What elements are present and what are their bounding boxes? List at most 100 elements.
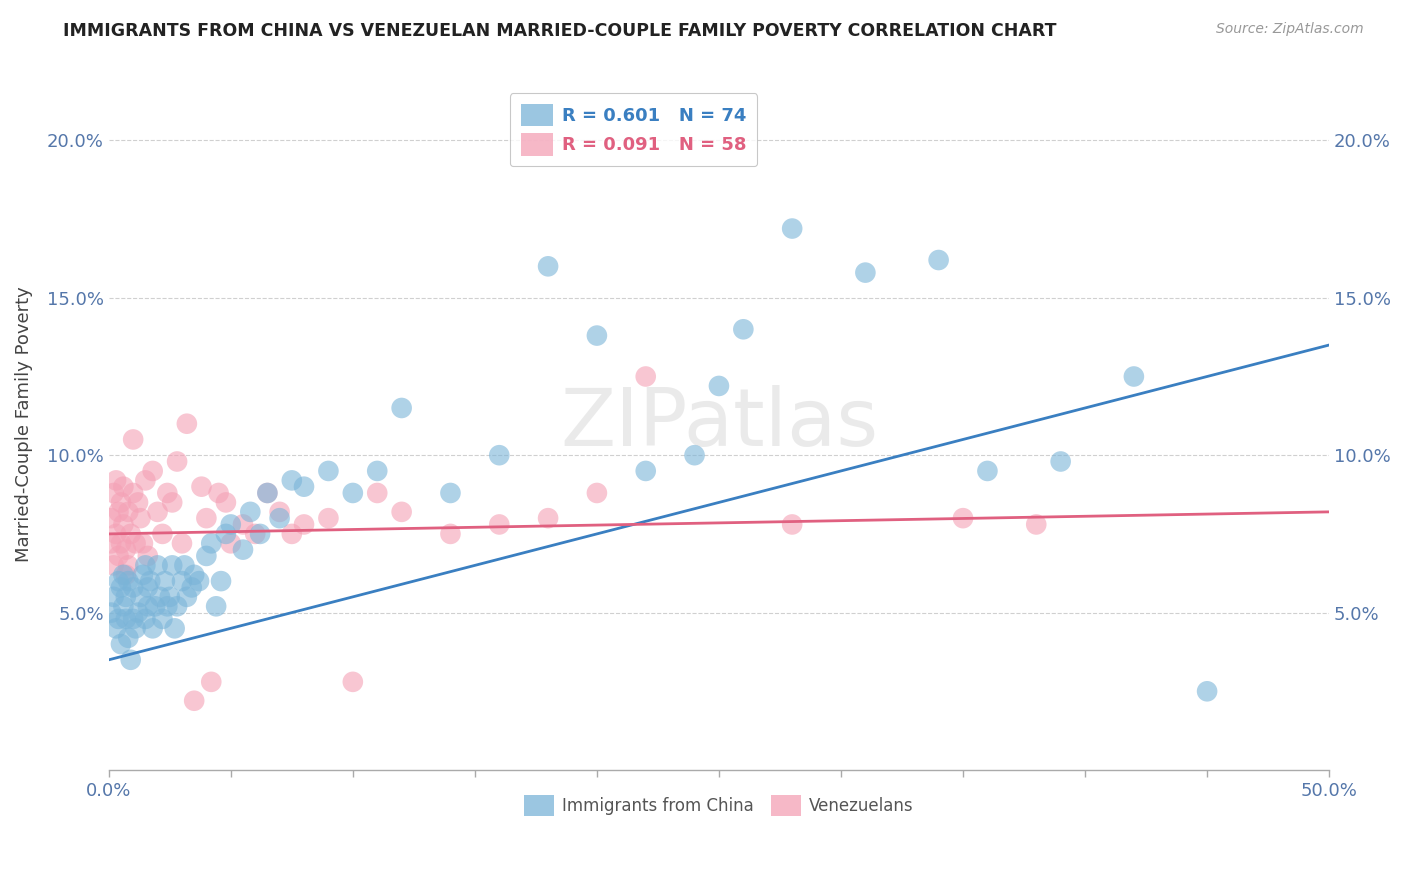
Point <box>176 417 198 431</box>
Point <box>107 612 129 626</box>
Point <box>149 590 172 604</box>
Point <box>207 486 229 500</box>
Point <box>105 527 128 541</box>
Point <box>110 536 132 550</box>
Point <box>292 480 315 494</box>
Point <box>159 590 181 604</box>
Point <box>232 542 254 557</box>
Point <box>180 581 202 595</box>
Point <box>1122 369 1144 384</box>
Point <box>114 567 136 582</box>
Point <box>219 517 242 532</box>
Point <box>318 511 340 525</box>
Point <box>122 486 145 500</box>
Text: IMMIGRANTS FROM CHINA VS VENEZUELAN MARRIED-COUPLE FAMILY POVERTY CORRELATION CH: IMMIGRANTS FROM CHINA VS VENEZUELAN MARR… <box>63 22 1057 40</box>
Point <box>586 328 609 343</box>
Point <box>114 542 136 557</box>
Point <box>134 558 156 573</box>
Point <box>143 599 166 614</box>
Point <box>166 599 188 614</box>
Point <box>537 511 560 525</box>
Point <box>245 527 267 541</box>
Point <box>124 621 146 635</box>
Point <box>634 369 657 384</box>
Point <box>190 480 212 494</box>
Point <box>239 505 262 519</box>
Point <box>127 606 149 620</box>
Point <box>209 574 232 588</box>
Point <box>110 581 132 595</box>
Point <box>107 505 129 519</box>
Point <box>124 536 146 550</box>
Point <box>122 433 145 447</box>
Point <box>683 448 706 462</box>
Point <box>733 322 755 336</box>
Point <box>100 511 122 525</box>
Point <box>269 505 291 519</box>
Text: Source: ZipAtlas.com: Source: ZipAtlas.com <box>1216 22 1364 37</box>
Point <box>142 621 165 635</box>
Point <box>292 517 315 532</box>
Point <box>256 486 278 500</box>
Point <box>488 448 510 462</box>
Point <box>269 511 291 525</box>
Point <box>142 464 165 478</box>
Point <box>318 464 340 478</box>
Point <box>342 486 364 500</box>
Point <box>488 517 510 532</box>
Point <box>952 511 974 525</box>
Point <box>105 474 128 488</box>
Point <box>112 599 135 614</box>
Point <box>439 486 461 500</box>
Point <box>134 474 156 488</box>
Point <box>780 221 803 235</box>
Point <box>281 527 304 541</box>
Point <box>232 517 254 532</box>
Point <box>100 536 122 550</box>
Point <box>928 253 950 268</box>
Point <box>153 574 176 588</box>
Point <box>107 574 129 588</box>
Text: ZIPatlas: ZIPatlas <box>560 384 877 463</box>
Point <box>122 612 145 626</box>
Point <box>183 694 205 708</box>
Point <box>366 486 388 500</box>
Point <box>114 590 136 604</box>
Point <box>136 599 159 614</box>
Point <box>117 505 139 519</box>
Point <box>127 495 149 509</box>
Point <box>112 480 135 494</box>
Point <box>391 401 413 415</box>
Point <box>139 574 162 588</box>
Point <box>586 486 609 500</box>
Point <box>391 505 413 519</box>
Point <box>976 464 998 478</box>
Point <box>205 599 228 614</box>
Point <box>160 558 183 573</box>
Point <box>780 517 803 532</box>
Point <box>136 549 159 563</box>
Point <box>156 486 179 500</box>
Point <box>114 612 136 626</box>
Point <box>146 505 169 519</box>
Point <box>120 527 142 541</box>
Point <box>156 599 179 614</box>
Point <box>707 379 730 393</box>
Point <box>129 511 152 525</box>
Point <box>110 495 132 509</box>
Point <box>129 590 152 604</box>
Point <box>200 536 222 550</box>
Point <box>439 527 461 541</box>
Point <box>132 567 155 582</box>
Point <box>110 637 132 651</box>
Point <box>173 558 195 573</box>
Point <box>105 621 128 635</box>
Point <box>853 266 876 280</box>
Point <box>103 486 125 500</box>
Point <box>117 574 139 588</box>
Point <box>132 536 155 550</box>
Point <box>170 536 193 550</box>
Point <box>160 495 183 509</box>
Point <box>103 558 125 573</box>
Point <box>170 574 193 588</box>
